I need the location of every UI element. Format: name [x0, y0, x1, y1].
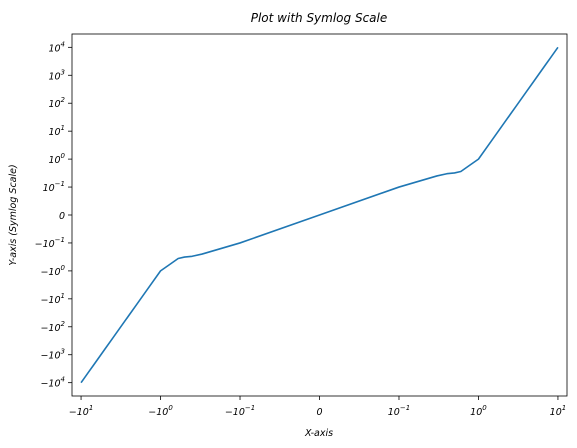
y-tick-label: −103 [40, 348, 65, 362]
y-tick-label: −102 [40, 320, 65, 334]
y-tick-label: 102 [48, 96, 65, 110]
x-tick-label: −10−1 [225, 404, 255, 418]
y-axis: 104 103 102 101 100 10−1 0 −10−1 −100 −101 −102 −10… [35, 40, 72, 390]
x-tick-label: 0 [316, 407, 322, 418]
x-tick-label: 100 [470, 404, 487, 418]
y-tick-label: 101 [48, 124, 65, 138]
series-line [80, 46, 559, 384]
x-tick-label: −101 [69, 404, 94, 418]
y-tick-label: 100 [48, 152, 65, 166]
y-axis-label: Y-axis (Symlog Scale) [8, 164, 19, 265]
y-tick-label: −104 [40, 376, 65, 390]
x-tick-label: −100 [148, 404, 173, 418]
y-tick-label: −100 [40, 264, 65, 278]
x-axis: −101 −100 −10−1 0 10−1 100 101 [69, 396, 566, 418]
y-tick-label: −101 [40, 292, 65, 306]
y-tick-label: 10−1 [43, 180, 65, 194]
y-tick-label: 0 [59, 211, 65, 222]
y-tick-label: 103 [48, 68, 65, 82]
chart-title: Plot with Symlog Scale [251, 11, 388, 25]
x-tick-label: 10−1 [388, 404, 410, 418]
y-tick-label: 104 [48, 40, 65, 54]
x-axis-label: X-axis [304, 428, 333, 439]
x-tick-label: 101 [550, 404, 567, 418]
y-tick-label: −10−1 [35, 236, 65, 250]
